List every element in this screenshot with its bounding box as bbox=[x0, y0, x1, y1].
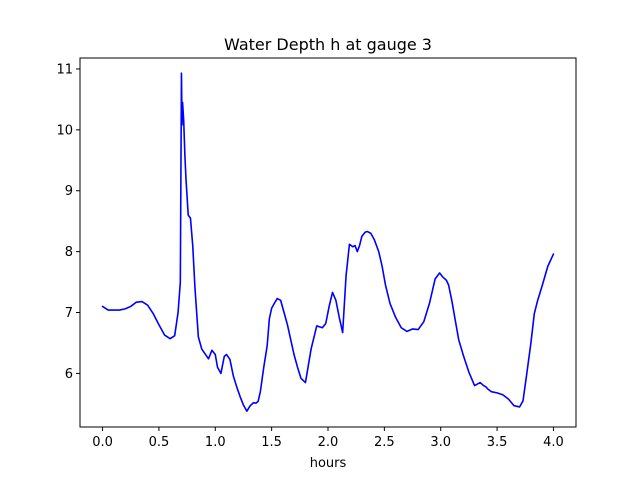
y-axis: 6 7 8 9 10 11 bbox=[56, 62, 80, 382]
y-tick-label: 11 bbox=[56, 62, 73, 77]
x-tick-label: 2.5 bbox=[374, 435, 395, 450]
x-tick-label: 1.0 bbox=[205, 435, 226, 450]
y-tick-label: 8 bbox=[65, 245, 73, 260]
chart-title: Water Depth h at gauge 3 bbox=[224, 35, 432, 54]
series-layer bbox=[101, 72, 555, 412]
x-tick-label: 3.5 bbox=[487, 435, 508, 450]
series-line-0 bbox=[101, 72, 555, 412]
x-tick-label: 0.5 bbox=[149, 435, 170, 450]
x-axis: 0.0 0.5 1.0 1.5 2.0 2.5 3.0 3.5 4.0 bbox=[92, 427, 564, 450]
y-tick-label: 10 bbox=[56, 123, 73, 138]
x-tick-label: 1.5 bbox=[261, 435, 282, 450]
x-axis-label: hours bbox=[310, 456, 347, 471]
y-tick-label: 6 bbox=[65, 367, 73, 382]
x-tick-label: 0.0 bbox=[92, 435, 113, 450]
x-tick-label: 2.0 bbox=[318, 435, 339, 450]
x-tick-label: 3.0 bbox=[430, 435, 451, 450]
y-tick-label: 7 bbox=[65, 306, 73, 321]
x-tick-label: 4.0 bbox=[543, 435, 564, 450]
y-tick-label: 9 bbox=[65, 184, 73, 199]
